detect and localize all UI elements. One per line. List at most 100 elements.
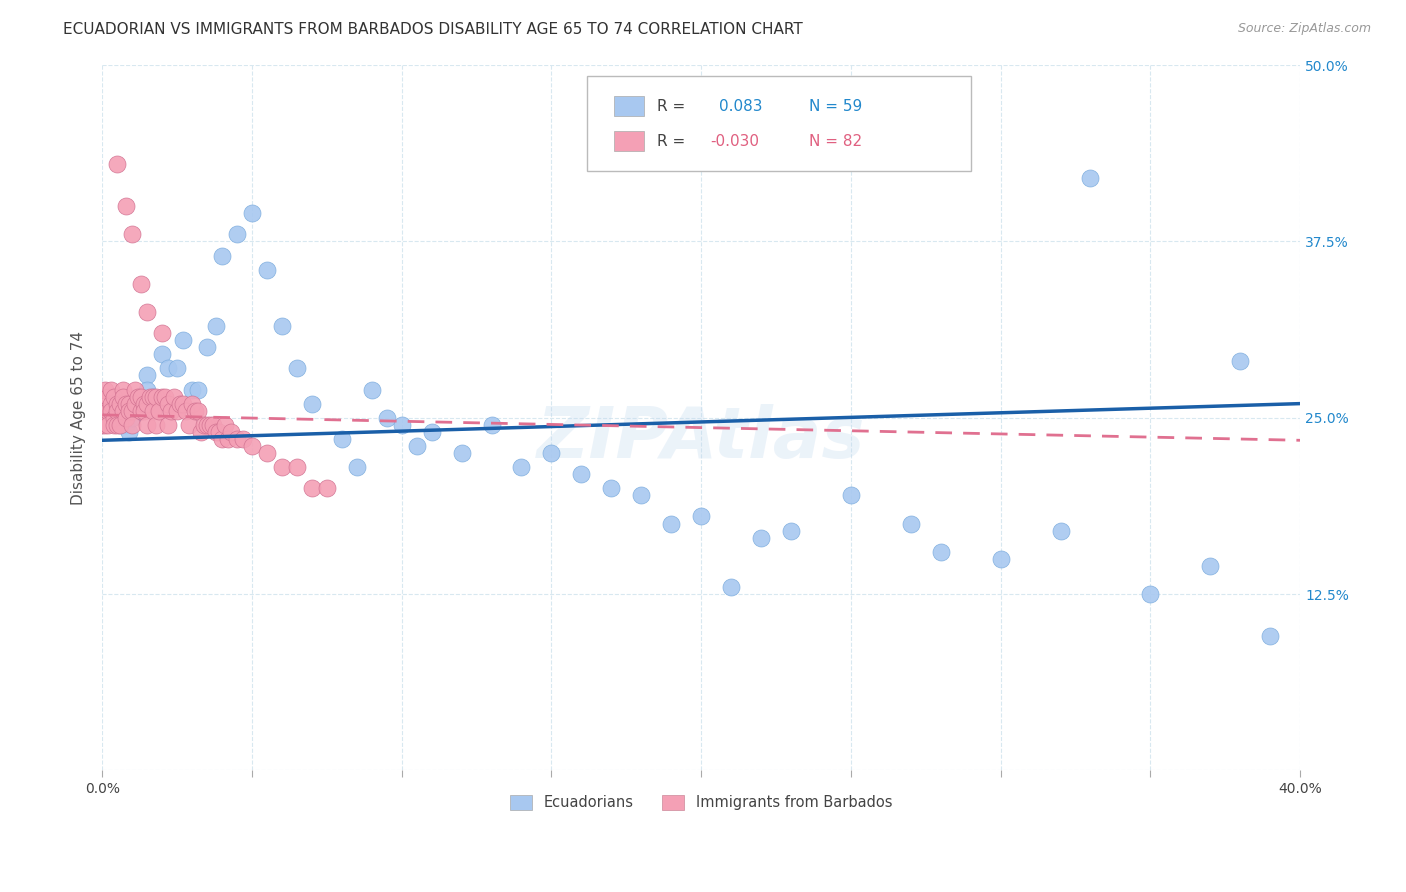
Point <box>105 403 128 417</box>
Point <box>145 396 167 410</box>
Point <box>150 347 173 361</box>
Point <box>97 403 120 417</box>
Text: Source: ZipAtlas.com: Source: ZipAtlas.com <box>1237 22 1371 36</box>
Point <box>148 403 170 417</box>
Point <box>198 417 221 432</box>
Point <box>105 410 128 425</box>
Point <box>193 417 215 432</box>
Point <box>124 396 146 410</box>
Point <box>129 390 152 404</box>
Point <box>184 403 207 417</box>
Point <box>202 417 225 432</box>
Bar <box>613 131 644 151</box>
Point <box>330 432 353 446</box>
Text: N = 59: N = 59 <box>808 98 862 113</box>
Point <box>208 425 231 439</box>
Point <box>121 417 143 432</box>
Point <box>256 446 278 460</box>
Point <box>100 396 122 410</box>
Point <box>929 545 952 559</box>
Point <box>157 396 180 410</box>
Point <box>108 417 131 432</box>
Point <box>103 410 125 425</box>
Point <box>600 481 623 495</box>
Point <box>100 403 122 417</box>
Point <box>103 417 125 432</box>
Point <box>136 305 159 319</box>
Point <box>630 488 652 502</box>
Point <box>540 446 562 460</box>
Point <box>142 403 165 417</box>
Point <box>91 403 114 417</box>
Point <box>157 361 180 376</box>
Point <box>94 403 117 417</box>
Point <box>121 227 143 242</box>
Point <box>115 396 138 410</box>
Point <box>510 460 533 475</box>
Point <box>112 396 135 410</box>
Point <box>100 383 122 397</box>
Point <box>1199 558 1222 573</box>
Point <box>172 396 194 410</box>
Point <box>174 403 197 417</box>
Point <box>136 383 159 397</box>
Point <box>839 488 862 502</box>
Point <box>169 396 191 410</box>
Point <box>115 417 138 432</box>
Point <box>990 551 1012 566</box>
Point <box>211 248 233 262</box>
Point <box>124 383 146 397</box>
Point <box>900 516 922 531</box>
Point <box>166 403 188 417</box>
Point <box>720 580 742 594</box>
Point <box>181 396 204 410</box>
Point <box>112 383 135 397</box>
Point <box>134 396 156 410</box>
Point <box>177 417 200 432</box>
FancyBboxPatch shape <box>588 76 970 171</box>
Text: ZIPAtlas: ZIPAtlas <box>537 404 866 474</box>
Legend: Ecuadorians, Immigrants from Barbados: Ecuadorians, Immigrants from Barbados <box>503 789 898 816</box>
Bar <box>613 96 644 116</box>
Y-axis label: Disability Age 65 to 74: Disability Age 65 to 74 <box>72 331 86 505</box>
Point <box>94 383 117 397</box>
Point <box>136 396 159 410</box>
Point <box>150 390 173 404</box>
Point <box>1080 170 1102 185</box>
Point <box>91 417 114 432</box>
Point <box>749 531 772 545</box>
Point <box>115 199 138 213</box>
Point <box>205 425 228 439</box>
Point <box>136 417 159 432</box>
Point <box>226 432 249 446</box>
Text: 0.083: 0.083 <box>718 98 762 113</box>
Point <box>142 390 165 404</box>
Point <box>190 425 212 439</box>
Point <box>375 410 398 425</box>
Point <box>145 417 167 432</box>
Text: R =: R = <box>657 134 685 149</box>
Point <box>181 383 204 397</box>
Point <box>301 481 323 495</box>
Point <box>195 340 218 354</box>
Point <box>150 326 173 340</box>
Point <box>134 403 156 417</box>
Point <box>301 396 323 410</box>
Point <box>129 403 152 417</box>
Point <box>172 333 194 347</box>
Point <box>391 417 413 432</box>
Point <box>240 206 263 220</box>
Point <box>129 403 152 417</box>
Point <box>315 481 337 495</box>
Point <box>157 417 180 432</box>
Point <box>142 390 165 404</box>
Point <box>115 403 138 417</box>
Point <box>103 396 125 410</box>
Point <box>105 396 128 410</box>
Point <box>285 460 308 475</box>
Point <box>232 432 254 446</box>
Point <box>136 368 159 383</box>
Point <box>226 227 249 242</box>
Point <box>187 383 209 397</box>
Point <box>285 361 308 376</box>
